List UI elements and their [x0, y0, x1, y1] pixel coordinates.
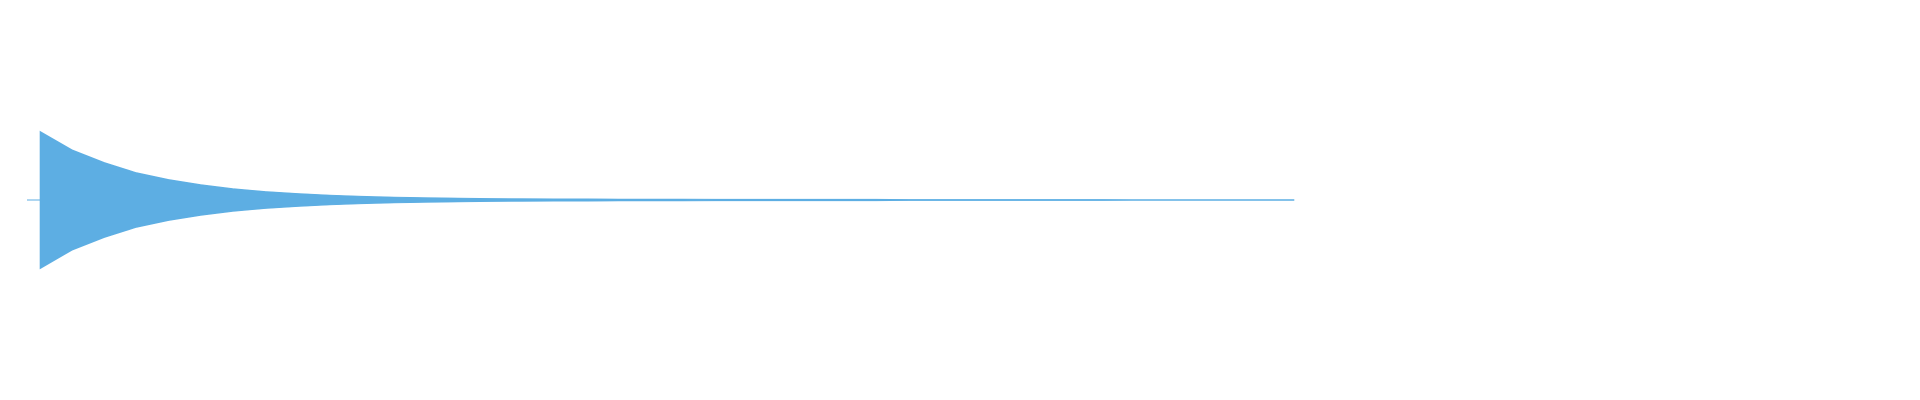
waveform-envelope	[39, 130, 1295, 270]
